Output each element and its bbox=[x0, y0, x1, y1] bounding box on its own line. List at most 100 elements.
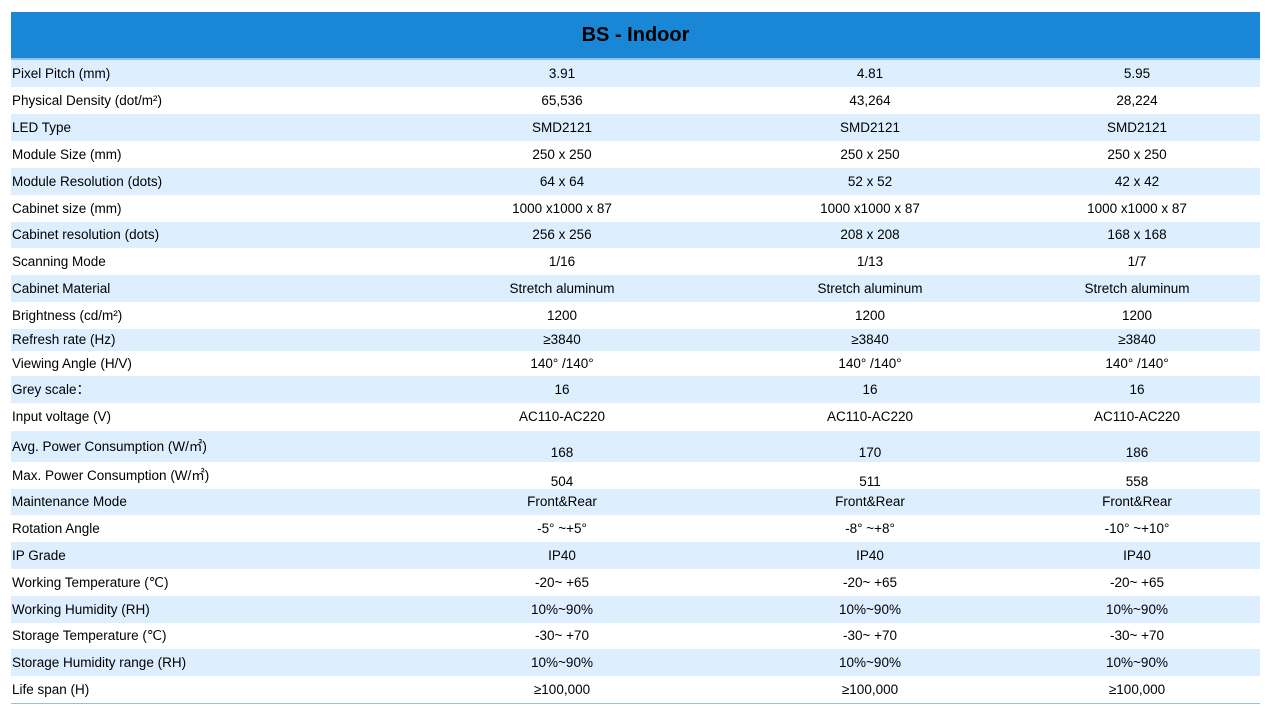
spec-table: BS - Indoor Pixel Pitch (mm) 3.91 4.81 5.95… bbox=[11, 12, 1260, 704]
row-value-1: 10%~90% bbox=[531, 654, 593, 670]
table-row: Viewing Angle (H/V) 140° /140° 140° /140° 1… bbox=[11, 351, 1260, 376]
row-label: Cabinet resolution (dots) bbox=[12, 227, 160, 243]
row-value-3: SMD2121 bbox=[1106, 119, 1168, 135]
row-value-2: ≥100,000 bbox=[841, 681, 899, 697]
row-value-3: -20~ +65 bbox=[1109, 574, 1165, 590]
row-value-2: 43,264 bbox=[849, 92, 891, 108]
row-value-2: ≥3840 bbox=[851, 332, 889, 348]
row-value-3: 42 x 42 bbox=[1114, 173, 1160, 189]
row-value-1: Stretch aluminum bbox=[509, 280, 615, 296]
row-value-3: 558 bbox=[1125, 473, 1149, 489]
row-value-3: ≥100,000 bbox=[1108, 681, 1166, 697]
row-value-3: 28,224 bbox=[1116, 92, 1158, 108]
table-row: Cabinet size (mm) 1000 x1000 x 87 1000 x10… bbox=[11, 195, 1260, 222]
row-label: Working Humidity (RH) bbox=[12, 601, 150, 617]
row-value-1: AC110-AC220 bbox=[518, 409, 606, 425]
row-label: Viewing Angle (H/V) bbox=[12, 355, 132, 371]
row-value-2: 52 x 52 bbox=[847, 173, 893, 189]
row-label: Pixel Pitch (mm) bbox=[12, 65, 111, 81]
table-row: Storage Humidity range (RH) 10%~90% 10%~90… bbox=[11, 649, 1260, 676]
row-value-1: ≥100,000 bbox=[533, 681, 591, 697]
table-row: Grey scale： 16 16 16 bbox=[11, 376, 1260, 403]
row-label: Avg. Power Consumption (W/㎡) bbox=[12, 438, 207, 454]
row-value-2: 250 x 250 bbox=[840, 146, 900, 162]
row-value-1: 16 bbox=[554, 381, 570, 397]
row-value-1: -20~ +65 bbox=[534, 574, 590, 590]
row-label: Cabinet Material bbox=[12, 280, 111, 296]
row-label: Cabinet size (mm) bbox=[12, 200, 122, 216]
row-label: Module Size (mm) bbox=[12, 146, 122, 162]
row-value-3: 1200 bbox=[1121, 307, 1153, 323]
row-value-3: 250 x 250 bbox=[1107, 146, 1167, 162]
table-row: Working Humidity (RH) 10%~90% 10%~90% 10%~9… bbox=[11, 596, 1260, 623]
bottom-rule bbox=[11, 703, 1260, 704]
table-row: Maintenance Mode Front&Rear Front&Rear Fron… bbox=[11, 489, 1260, 515]
row-value-3: 10%~90% bbox=[1106, 601, 1168, 617]
row-value-1: 140° /140° bbox=[530, 355, 594, 371]
row-value-3: AC110-AC220 bbox=[1093, 409, 1181, 425]
row-label: Max. Power Consumption (W/㎡) bbox=[12, 467, 210, 483]
row-value-2: 10%~90% bbox=[839, 654, 901, 670]
row-value-1: 1000 x1000 x 87 bbox=[512, 200, 612, 216]
row-value-1: 64 x 64 bbox=[539, 173, 585, 189]
row-value-2: -20~ +65 bbox=[842, 574, 898, 590]
row-value-3: -30~ +70 bbox=[1109, 628, 1165, 644]
row-value-2: 1/13 bbox=[856, 253, 884, 269]
row-label: Storage Temperature (℃) bbox=[12, 628, 167, 644]
row-label: Input voltage (V) bbox=[12, 409, 112, 425]
row-value-1: 3.91 bbox=[548, 65, 576, 81]
row-value-1: 65,536 bbox=[541, 92, 583, 108]
row-value-2: 208 x 208 bbox=[840, 227, 900, 243]
row-value-3: IP40 bbox=[1123, 547, 1151, 563]
table-row: Rotation Angle -5° ~+5° -8° ~+8° -10° ~+10° bbox=[11, 515, 1260, 542]
table-row: Life span (H) ≥100,000 ≥100,000 ≥100,000 bbox=[11, 676, 1260, 703]
table-row: Storage Temperature (℃) -30~ +70 -30~ +70 -… bbox=[11, 623, 1260, 649]
table-body: Pixel Pitch (mm) 3.91 4.81 5.95 Physical Den… bbox=[11, 60, 1260, 703]
row-value-3: ≥3840 bbox=[1118, 332, 1156, 348]
row-value-1: -30~ +70 bbox=[534, 628, 590, 644]
row-label: Grey scale： bbox=[12, 381, 91, 397]
row-value-2: -30~ +70 bbox=[842, 628, 898, 644]
table-header: BS - Indoor bbox=[11, 12, 1260, 60]
row-value-3: 186 bbox=[1125, 444, 1149, 460]
table-row: Module Resolution (dots) 64 x 64 52 x 52 42… bbox=[11, 168, 1260, 195]
row-value-2: Stretch aluminum bbox=[817, 280, 923, 296]
row-label: IP Grade bbox=[12, 547, 66, 563]
row-value-1: 250 x 250 bbox=[532, 146, 592, 162]
row-label: LED Type bbox=[12, 119, 72, 135]
table-row: Cabinet resolution (dots) 256 x 256 208 x … bbox=[11, 222, 1260, 248]
row-value-2: 511 bbox=[859, 473, 881, 489]
row-label: Working Temperature (℃) bbox=[12, 574, 169, 590]
row-value-3: 1000 x1000 x 87 bbox=[1087, 200, 1187, 216]
row-value-1: 1200 bbox=[546, 307, 578, 323]
row-value-3: Stretch aluminum bbox=[1084, 280, 1190, 296]
row-label: Module Resolution (dots) bbox=[12, 173, 163, 189]
row-value-3: Front&Rear bbox=[1102, 494, 1172, 510]
table-row: Refresh rate (Hz) ≥3840 ≥3840 ≥3840 bbox=[11, 329, 1260, 351]
row-value-3: -10° ~+10° bbox=[1104, 520, 1170, 536]
row-value-1: ≥3840 bbox=[543, 332, 581, 348]
row-value-2: IP40 bbox=[856, 547, 884, 563]
row-value-3: 16 bbox=[1129, 381, 1145, 397]
row-label: Scanning Mode bbox=[12, 253, 106, 269]
row-label: Rotation Angle bbox=[12, 520, 100, 536]
row-value-1: 504 bbox=[550, 473, 574, 489]
row-value-1: 256 x 256 bbox=[532, 227, 592, 243]
row-value-1: IP40 bbox=[548, 547, 576, 563]
table-row: LED Type SMD2121 SMD2121 SMD2121 bbox=[11, 114, 1260, 141]
table-row: Brightness (cd/m²) 1200 1200 1200 bbox=[11, 302, 1260, 329]
row-label: Brightness (cd/m²) bbox=[12, 307, 123, 323]
table-row: Scanning Mode 1/16 1/13 1/7 bbox=[11, 248, 1260, 275]
row-value-2: SMD2121 bbox=[839, 119, 901, 135]
row-value-1: SMD2121 bbox=[531, 119, 593, 135]
row-value-3: 168 x 168 bbox=[1107, 227, 1167, 243]
table-row: Module Size (mm) 250 x 250 250 x 250 250 x … bbox=[11, 141, 1260, 168]
row-label: Storage Humidity range (RH) bbox=[12, 654, 187, 670]
row-label: Refresh rate (Hz) bbox=[12, 332, 116, 348]
row-value-2: 4.81 bbox=[856, 65, 884, 81]
table-row: IP Grade IP40 IP40 IP40 bbox=[11, 542, 1260, 569]
row-value-3: 1/7 bbox=[1127, 253, 1147, 269]
row-value-2: Front&Rear bbox=[835, 494, 905, 510]
row-value-2: 16 bbox=[862, 381, 878, 397]
row-value-2: 170 bbox=[858, 444, 882, 460]
